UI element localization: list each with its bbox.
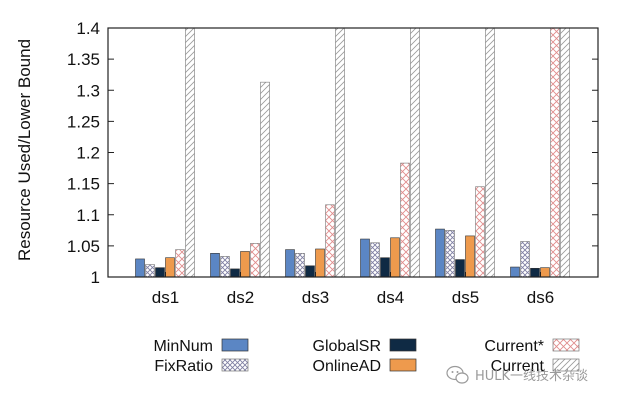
bar-ds4-onlinead xyxy=(390,237,400,278)
bar-ds4-minnum xyxy=(360,238,370,278)
bar-ds6-globalsr xyxy=(530,267,540,278)
y-tick-label: 1.1 xyxy=(76,206,100,225)
legend-label: FixRatio xyxy=(154,358,213,375)
bar-ds3-globalsr xyxy=(305,265,315,278)
y-tick-label: 1.4 xyxy=(76,19,100,38)
bar-ds4-fixratio xyxy=(370,242,380,278)
bar-ds6-minnum xyxy=(510,266,520,278)
legend-label: MinNum xyxy=(153,338,213,355)
bar-ds3-currentstar xyxy=(325,204,335,278)
bar-ds3-fixratio xyxy=(295,253,305,278)
legend-swatch xyxy=(389,338,417,352)
bar-ds3-current xyxy=(335,27,345,278)
wechat-icon xyxy=(446,365,469,384)
legend: MinNum FixRatio GlobalSR OnlineAD Current* Cu… xyxy=(153,338,580,375)
x-category-label: ds1 xyxy=(152,288,179,307)
watermark: HULK一线技术杂谈 xyxy=(446,365,588,384)
bar-ds5-globalsr xyxy=(455,259,465,278)
bar-ds4-globalsr xyxy=(380,257,390,278)
x-category-label: ds2 xyxy=(227,288,254,307)
y-tick-label: 1.05 xyxy=(67,237,100,256)
legend-swatch xyxy=(389,358,417,372)
y-axis-ticks: 1 1.05 1.1 1.15 1.2 1.25 1.3 1.35 1.4 xyxy=(67,19,598,287)
bar-ds1-fixratio xyxy=(145,264,155,278)
bar-ds2-currentstar xyxy=(250,243,260,278)
plot-frame xyxy=(107,27,599,278)
bar-ds1-currentstar xyxy=(175,249,185,278)
bar-ds6-currentstar xyxy=(550,27,560,278)
y-tick-label: 1.2 xyxy=(76,144,100,163)
bar-ds2-minnum xyxy=(210,253,220,278)
bar-ds2-globalsr xyxy=(230,268,240,278)
legend-swatch xyxy=(552,358,580,372)
bar-ds4-current xyxy=(410,27,420,278)
legend-swatch xyxy=(221,338,249,352)
legend-label: Current* xyxy=(484,338,544,355)
bar-ds3-onlinead xyxy=(315,248,325,278)
y-tick-label: 1.15 xyxy=(67,175,100,194)
bar-ds4-currentstar xyxy=(400,162,410,278)
y-tick-label: 1.25 xyxy=(67,112,100,131)
bar-ds2-fixratio xyxy=(220,256,230,278)
legend-swatch xyxy=(552,338,580,352)
legend-label: GlobalSR xyxy=(313,338,381,355)
bar-ds1-onlinead xyxy=(165,257,175,278)
bar-ds1-minnum xyxy=(135,258,145,278)
bar-ds6-current xyxy=(560,27,570,278)
bar-ds2-onlinead xyxy=(240,251,250,278)
bars xyxy=(135,27,570,278)
bar-ds5-currentstar xyxy=(475,186,485,278)
x-category-label: ds6 xyxy=(527,288,554,307)
bar-ds5-current xyxy=(485,27,495,278)
bar-ds1-current xyxy=(185,27,195,278)
bar-ds5-onlinead xyxy=(465,235,475,278)
bar-ds1-globalsr xyxy=(155,267,165,278)
bar-ds5-fixratio xyxy=(445,230,455,278)
legend-label: OnlineAD xyxy=(313,358,381,375)
bar-ds3-minnum xyxy=(285,249,295,278)
bar-ds6-onlinead xyxy=(540,267,550,278)
bar-ds2-current xyxy=(260,81,270,278)
watermark-text: HULK一线技术杂谈 xyxy=(475,369,588,384)
x-category-label: ds5 xyxy=(452,288,479,307)
x-category-label: ds4 xyxy=(377,288,404,307)
x-category-label: ds3 xyxy=(302,288,329,307)
y-tick-label: 1.35 xyxy=(67,50,100,69)
legend-swatch xyxy=(221,358,249,372)
y-axis-label: Resource Used/Lower Bound xyxy=(15,39,34,261)
y-tick-label: 1 xyxy=(91,268,100,287)
bar-ds6-fixratio xyxy=(520,241,530,278)
x-axis-labels: ds1 ds2 ds3 ds4 ds5 ds6 xyxy=(152,272,554,307)
bar-ds5-minnum xyxy=(435,228,445,278)
legend-label: Current xyxy=(491,358,545,375)
y-tick-label: 1.3 xyxy=(76,81,100,100)
